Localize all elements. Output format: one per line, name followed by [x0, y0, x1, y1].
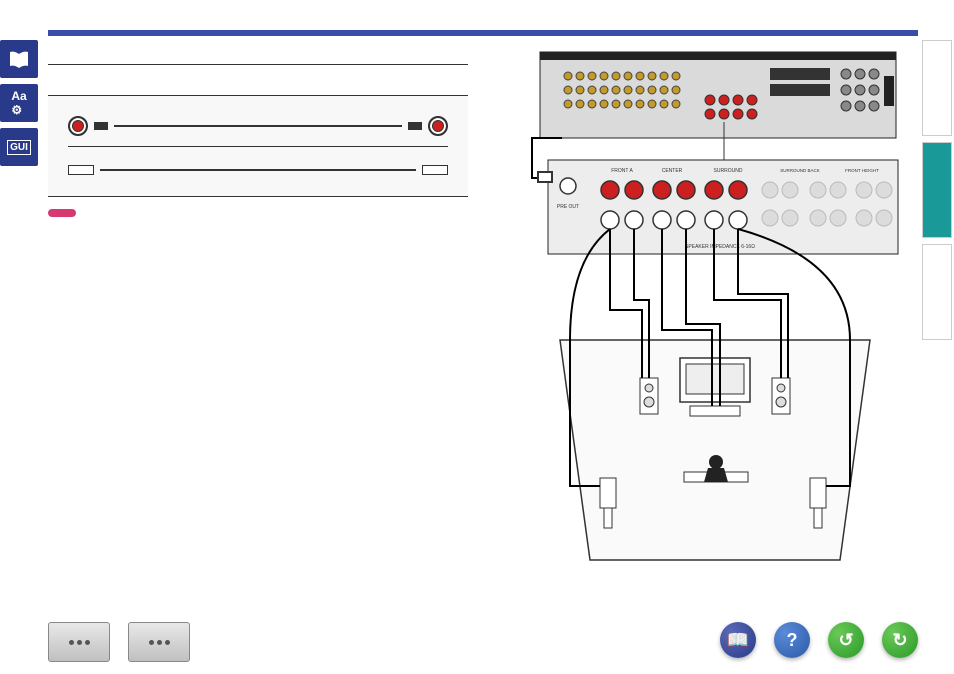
receiver-rear-panel: [540, 52, 896, 138]
rca-plug-left-icon: [68, 116, 88, 136]
right-tab-1[interactable]: [922, 40, 952, 136]
related-thumbnails: [48, 622, 190, 662]
cable-line: [100, 169, 416, 171]
right-tab-3[interactable]: [922, 244, 952, 340]
right-tab-2[interactable]: [922, 142, 952, 238]
front-right-speaker-icon: [772, 378, 790, 414]
label-surround: SURROUND: [714, 168, 743, 174]
back-icon: ↺: [838, 630, 853, 651]
front-left-speaker-icon: [640, 378, 658, 414]
label-center: CENTER: [662, 168, 683, 174]
sw-preout-icon: [560, 178, 576, 194]
speaker-terminal-panel: [548, 160, 898, 254]
side-tabs: Aa⚙ GUI: [0, 40, 40, 172]
cable-row-rca: [68, 106, 448, 146]
cable-line: [114, 125, 402, 127]
gui-tab[interactable]: GUI: [0, 128, 38, 166]
nav-forward-button[interactable]: ↻: [882, 622, 918, 658]
label-frontheight: FRONT HEIGHT: [845, 168, 879, 173]
label-surroundback: SURROUND BACK: [780, 168, 820, 173]
thumb-1[interactable]: [48, 622, 110, 662]
right-tabs: [922, 40, 954, 346]
center-speaker-icon: [690, 406, 740, 416]
nav-contents-button[interactable]: 📖: [720, 622, 756, 658]
rca-tip-icon: [408, 122, 422, 130]
book-icon: 📖: [727, 630, 749, 651]
top-bar: [48, 30, 918, 36]
label-fronta: FRONT A: [611, 168, 633, 174]
section-divider: [48, 64, 468, 65]
forward-icon: ↻: [892, 630, 907, 651]
rca-tip-icon: [94, 122, 108, 130]
book-tab[interactable]: [0, 40, 38, 78]
left-column: [48, 56, 468, 222]
room-layout: [560, 340, 870, 560]
coax-plug-right-icon: [422, 165, 448, 175]
wiring-diagram: PRE OUT FRONT A CENTER SURROUND SURROUND…: [520, 48, 900, 583]
note-badge: [48, 209, 76, 217]
help-icon: ?: [787, 630, 798, 651]
thumb-2[interactable]: [128, 622, 190, 662]
cable-strip: [48, 95, 468, 197]
cable-row-coax: [68, 146, 448, 186]
open-book-icon: [7, 47, 31, 71]
font-tab[interactable]: Aa⚙: [0, 84, 38, 122]
nav-back-button[interactable]: ↺: [828, 622, 864, 658]
coax-plug-left-icon: [68, 165, 94, 175]
rca-plug-right-icon: [428, 116, 448, 136]
preout-label: PRE OUT: [557, 204, 579, 210]
impedance-label: SPEAKER IMPEDANCE 6-16Ω: [685, 244, 755, 250]
gui-icon: GUI: [7, 140, 31, 155]
nav-help-button[interactable]: ?: [774, 622, 810, 658]
font-icon: Aa⚙: [11, 89, 26, 117]
nav-icons: 📖 ? ↺ ↻: [720, 622, 918, 658]
